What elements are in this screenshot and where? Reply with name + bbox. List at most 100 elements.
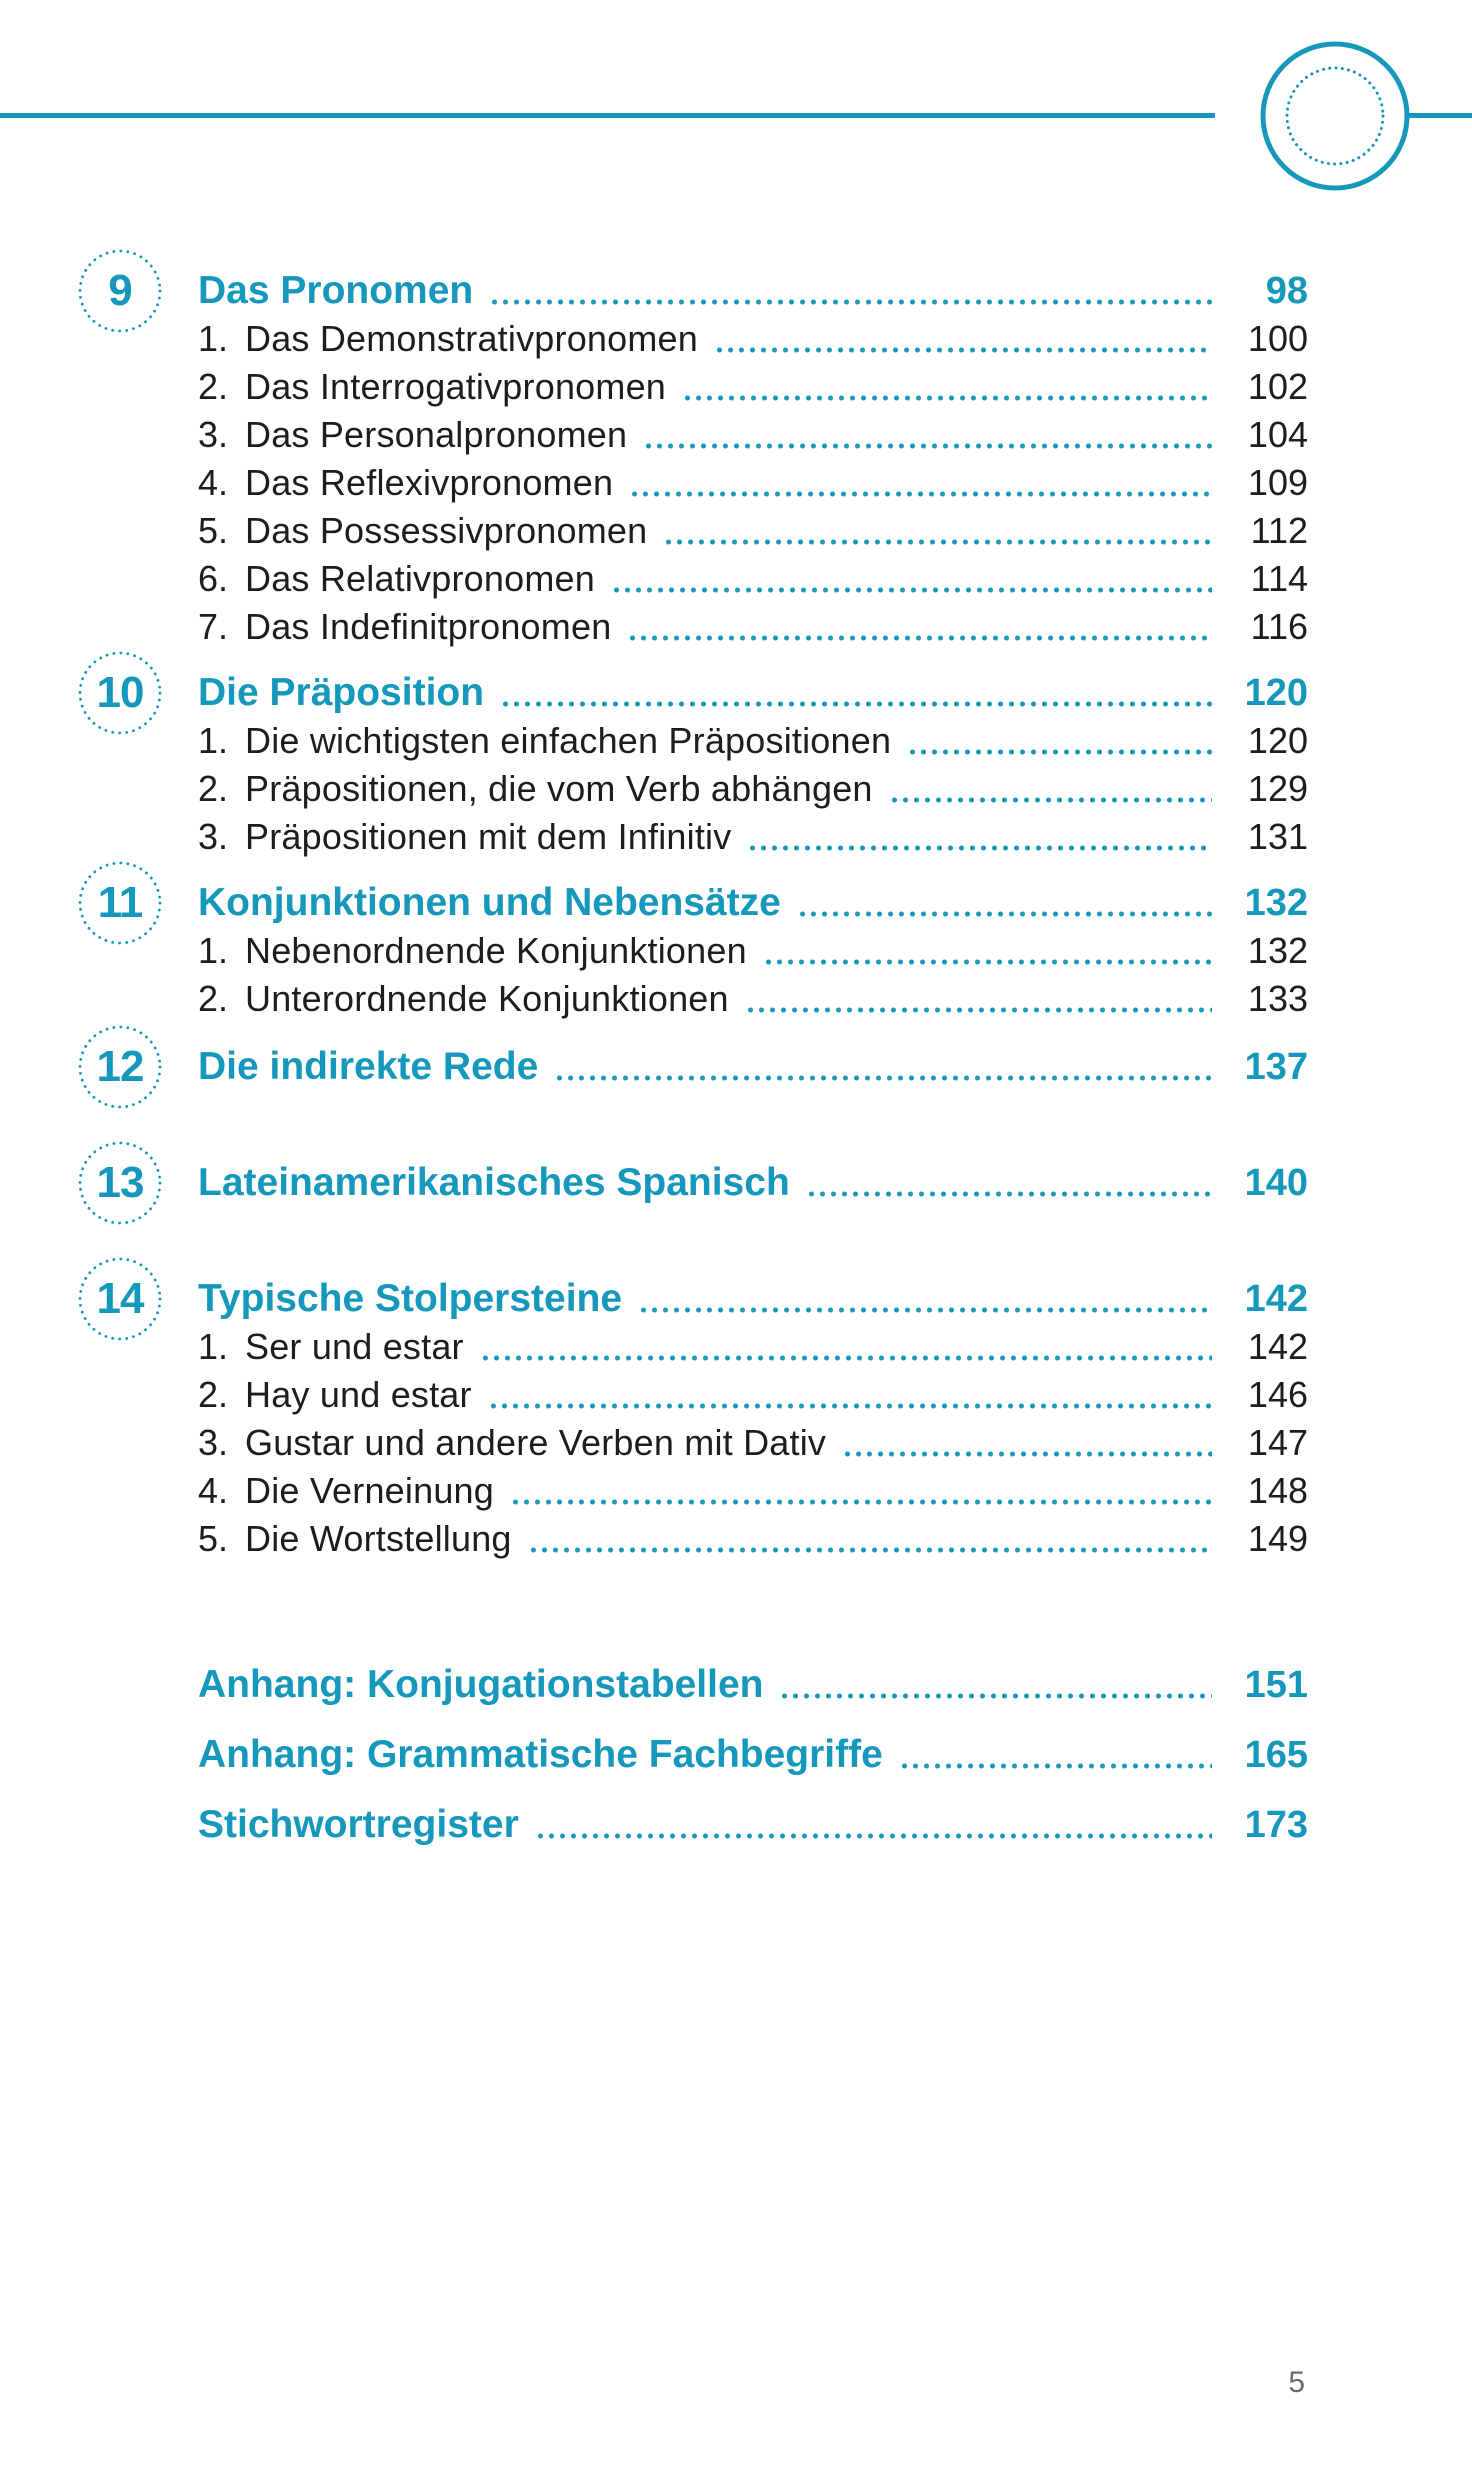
entry-number: 6. xyxy=(198,558,229,599)
dotted-circle-icon xyxy=(78,1257,162,1341)
entry-number: 1. xyxy=(198,930,229,971)
header-rule-left xyxy=(0,113,1215,118)
toc-entry-row[interactable]: 5. Die Wortstellung 149 xyxy=(198,1515,1308,1563)
toc-chapter-row[interactable]: Typische Stolpersteine 142 xyxy=(198,1275,1308,1323)
toc-entry-row[interactable]: 3. Präpositionen mit dem Infinitiv 131 xyxy=(198,813,1308,861)
toc-appendix-row[interactable]: Stichwortregister 173 xyxy=(198,1801,1308,1849)
entry-number: 5. xyxy=(198,1518,229,1559)
header-circle-ornament xyxy=(1255,36,1415,196)
entry-number: 1. xyxy=(198,318,229,359)
dot-leader xyxy=(610,587,1212,593)
dot-leader xyxy=(747,845,1212,851)
toc-chapter-14: 14 Typische Stolpersteine 142 1. Ser und… xyxy=(0,1257,1308,1563)
dot-leader xyxy=(682,395,1212,401)
dot-leader xyxy=(627,635,1212,641)
appendix-title: Anhang: Grammatische Fachbegriffe xyxy=(198,1733,883,1776)
dot-leader xyxy=(888,797,1212,803)
dot-leader xyxy=(509,1499,1212,1505)
entry-page-number: 147 xyxy=(1247,1422,1308,1463)
dot-leader xyxy=(779,1693,1212,1699)
entry-page-number: 112 xyxy=(1250,510,1308,551)
chapter-number: 9 xyxy=(108,266,132,315)
dot-leader xyxy=(500,701,1212,707)
entry-label: Präpositionen mit dem Infinitiv xyxy=(245,816,732,857)
entry-label: Das Indefinitpronomen xyxy=(245,606,612,647)
entry-page-number: 131 xyxy=(1247,816,1308,857)
toc-entry-row[interactable]: 2. Hay und estar 146 xyxy=(198,1371,1308,1419)
chapter-number-badge: 12 xyxy=(78,1025,162,1109)
toc-chapter-row[interactable]: Konjunktionen und Nebensätze 132 xyxy=(198,879,1308,927)
entry-label: Hay und estar xyxy=(245,1374,472,1415)
dot-leader xyxy=(487,1403,1212,1409)
entry-label: Das Possessivpronomen xyxy=(245,510,648,551)
toc-entry-row[interactable]: 5. Das Possessivpronomen 112 xyxy=(198,507,1308,555)
toc-chapter-9: 9 Das Pronomen 98 1. Das Demonstrativpro… xyxy=(0,249,1308,651)
toc-chapter-row[interactable]: Die indirekte Rede 137 xyxy=(198,1043,1308,1091)
toc-entry-row[interactable]: 1. Das Demonstrativpronomen 100 xyxy=(198,315,1308,363)
dotted-circle-icon xyxy=(78,1141,162,1225)
chapter-number: 14 xyxy=(96,1274,145,1323)
toc-chapter-row[interactable]: Die Präposition 120 xyxy=(198,669,1308,717)
entry-number: 2. xyxy=(198,1374,229,1415)
entry-number: 2. xyxy=(198,978,229,1019)
toc-entry-row[interactable]: 1. Die wichtigsten einfachen Präposition… xyxy=(198,717,1308,765)
chapter-page-number: 142 xyxy=(1244,1277,1308,1320)
toc-entry-row[interactable]: 2. Das Interrogativpronomen 102 xyxy=(198,363,1308,411)
dotted-circle-icon xyxy=(78,861,162,945)
entry-page-number: 100 xyxy=(1247,318,1308,359)
toc-chapter-13: 13 Lateinamerikanisches Spanisch 140 xyxy=(0,1141,1308,1225)
toc-chapter-row[interactable]: Lateinamerikanisches Spanisch 140 xyxy=(198,1159,1308,1207)
toc-chapter-11: 11 Konjunktionen und Nebensätze 132 1. N… xyxy=(0,861,1308,1023)
entry-label: Das Reflexivpronomen xyxy=(245,462,614,503)
entry-page-number: 129 xyxy=(1247,768,1308,809)
toc-entry-row[interactable]: 3. Gustar und andere Verben mit Dativ 14… xyxy=(198,1419,1308,1467)
chapter-title: Das Pronomen xyxy=(198,269,474,312)
entry-label: Die wichtigsten einfachen Präpositionen xyxy=(245,720,892,761)
chapter-number-badge: 13 xyxy=(78,1141,162,1225)
entry-page-number: 148 xyxy=(1247,1470,1308,1511)
entry-label: Das Personalpronomen xyxy=(245,414,628,455)
toc-chapter-row[interactable]: Das Pronomen 98 xyxy=(198,267,1308,315)
entry-number: 4. xyxy=(198,1470,229,1511)
dot-leader xyxy=(744,1007,1212,1013)
toc-entry-row[interactable]: 7. Das Indefinitpronomen 116 xyxy=(198,603,1308,651)
entry-page-number: 116 xyxy=(1250,606,1308,647)
dot-leader xyxy=(663,539,1212,545)
chapter-title: Konjunktionen und Nebensätze xyxy=(198,881,781,924)
toc-appendix-row[interactable]: Anhang: Grammatische Fachbegriffe 165 xyxy=(198,1731,1308,1779)
dot-leader xyxy=(629,491,1212,497)
chapter-number-badge: 9 xyxy=(78,249,162,333)
entry-page-number: 104 xyxy=(1247,414,1308,455)
entry-number: 5. xyxy=(198,510,229,551)
dot-leader xyxy=(714,347,1212,353)
toc-entry-row[interactable]: 3. Das Personalpronomen 104 xyxy=(198,411,1308,459)
entry-page-number: 120 xyxy=(1247,720,1308,761)
chapter-number-badge: 10 xyxy=(78,651,162,735)
toc-entry-row[interactable]: 4. Das Reflexivpronomen 109 xyxy=(198,459,1308,507)
appendix-title: Anhang: Konjugationstabellen xyxy=(198,1663,764,1706)
entry-number: 1. xyxy=(198,720,229,761)
appendix-page-number: 173 xyxy=(1244,1803,1308,1846)
toc-entry-row[interactable]: 2. Präpositionen, die vom Verb abhängen … xyxy=(198,765,1308,813)
entry-label: Das Relativpronomen xyxy=(245,558,595,599)
footer-page-number: 5 xyxy=(1288,2366,1305,2399)
entry-label: Nebenordnende Konjunktionen xyxy=(245,930,747,971)
toc-entry-row[interactable]: 4. Die Verneinung 148 xyxy=(198,1467,1308,1515)
toc-entry-row[interactable]: 2. Unterordnende Konjunktionen 133 xyxy=(198,975,1308,1023)
chapter-number: 12 xyxy=(96,1042,145,1091)
entry-page-number: 146 xyxy=(1247,1374,1308,1415)
double-circle-icon xyxy=(1260,41,1410,191)
entry-page-number: 142 xyxy=(1247,1326,1308,1367)
chapter-title: Die indirekte Rede xyxy=(198,1045,539,1088)
entry-label: Unterordnende Konjunktionen xyxy=(245,978,729,1019)
toc-entry-row[interactable]: 1. Nebenordnende Konjunktionen 132 xyxy=(198,927,1308,975)
dotted-circle-icon xyxy=(78,651,162,735)
appendix-title: Stichwortregister xyxy=(198,1803,519,1846)
toc-entry-row[interactable]: 6. Das Relativpronomen 114 xyxy=(198,555,1308,603)
chapter-page-number: 140 xyxy=(1244,1161,1308,1204)
toc-appendix-row[interactable]: Anhang: Konjugationstabellen 151 xyxy=(198,1661,1308,1709)
dot-leader xyxy=(534,1833,1212,1839)
dot-leader xyxy=(805,1191,1212,1197)
chapter-title: Typische Stolpersteine xyxy=(198,1277,623,1320)
toc-entry-row[interactable]: 1. Ser und estar 142 xyxy=(198,1323,1308,1371)
